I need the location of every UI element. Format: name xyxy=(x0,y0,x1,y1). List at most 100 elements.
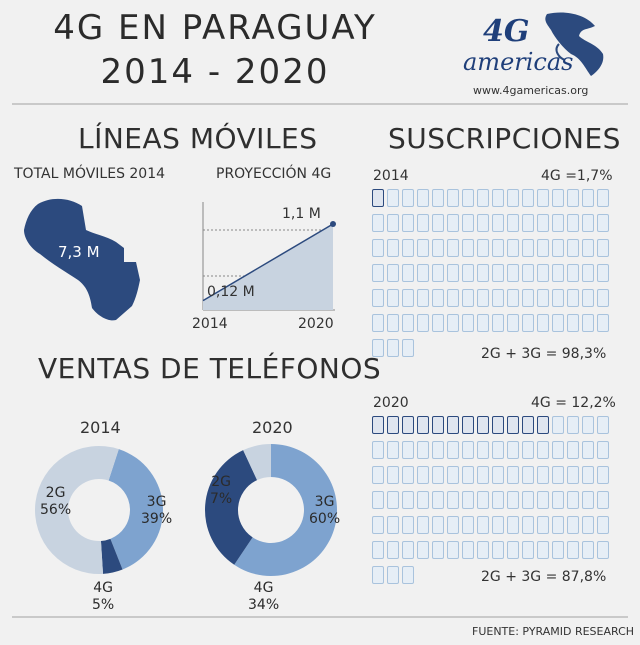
subs-2014-phone-icon xyxy=(372,214,384,232)
subs-2020-phone-icon xyxy=(507,516,519,534)
subs-2020-phone-icon xyxy=(597,441,609,459)
subs-2020-4g-label: 4G = 12,2% xyxy=(531,395,616,411)
subs-2014-phone-icon xyxy=(552,189,564,207)
subs-2014-phone-icon xyxy=(567,314,579,332)
subs-2014-phone-icon xyxy=(447,314,459,332)
subs-2020-phone-icon xyxy=(522,416,534,434)
subs-2014-phone-icon xyxy=(582,239,594,257)
subs-2014-phone-icon xyxy=(462,264,474,282)
subs-2020-phone-icon xyxy=(432,516,444,534)
donut-2014-year: 2014 xyxy=(80,418,121,437)
subs-2014-phone-icon xyxy=(387,214,399,232)
subs-2020-phone-icon xyxy=(552,516,564,534)
subs-2014-phone-icon xyxy=(417,239,429,257)
subs-2020-phone-icon xyxy=(522,441,534,459)
donut-2020-4g-label: 4G 34% xyxy=(248,580,280,613)
subs-2020-phone-icon xyxy=(582,516,594,534)
subs-2014-phone-icon xyxy=(537,289,549,307)
subs-2020-phone-icon xyxy=(402,441,414,459)
subs-2020-phone-icon xyxy=(477,441,489,459)
donut-2014-slice-2g xyxy=(35,446,119,574)
subs-2014-other-label: 2G + 3G = 98,3% xyxy=(481,346,607,362)
subs-2020-phone-icon xyxy=(537,441,549,459)
subs-2020-phone-icon xyxy=(522,541,534,559)
subs-2014-phone-icon xyxy=(387,239,399,257)
start-value-label: 0,12 M xyxy=(207,284,255,300)
donut-2014-slice-3g xyxy=(108,449,163,570)
subs-2020-phone-icon xyxy=(567,441,579,459)
total-moviles-value: 7,3 M xyxy=(58,243,100,261)
subs-2020-phone-icon xyxy=(582,441,594,459)
subs-2020-phone-icon xyxy=(462,491,474,509)
subs-2014-phone-icon xyxy=(372,189,384,207)
subs-2020-phone-icon xyxy=(417,491,429,509)
subs-2014-phone-icon xyxy=(417,314,429,332)
subs-2014-phone-icon xyxy=(492,189,504,207)
subs-2020-phone-icon xyxy=(372,541,384,559)
subs-2020-phone-icon xyxy=(597,491,609,509)
subs-2020-phone-icon xyxy=(387,566,399,584)
subs-2020-phone-icon xyxy=(402,416,414,434)
subs-2014-phone-icon xyxy=(597,239,609,257)
subs-2014-phone-icon xyxy=(462,189,474,207)
subs-2020-phone-icon xyxy=(537,491,549,509)
subs-2014-phone-icon xyxy=(597,314,609,332)
subs-2020-phone-icon xyxy=(567,466,579,484)
subs-2014-phone-icon xyxy=(552,314,564,332)
x-label-end: 2020 xyxy=(298,316,334,332)
subs-2014-phone-icon xyxy=(462,239,474,257)
projection-line xyxy=(202,223,334,302)
subs-2020-phone-icon xyxy=(372,466,384,484)
donut-2014-2g-label: 2G 56% xyxy=(40,485,72,518)
subs-2020-phone-icon xyxy=(582,541,594,559)
subs-2020-phone-icon xyxy=(387,416,399,434)
subs-2014-phone-icon xyxy=(582,189,594,207)
subs-2014-phone-icon xyxy=(447,239,459,257)
subs-2014-phone-icon xyxy=(567,189,579,207)
subs-2020-phone-icon xyxy=(582,491,594,509)
projection-area xyxy=(203,224,333,310)
subs-2020-phone-icon xyxy=(432,441,444,459)
header-divider xyxy=(12,103,628,105)
x-label-start: 2014 xyxy=(192,316,228,332)
subs-2020-phone-icon xyxy=(582,466,594,484)
donut-2014-4g-label: 4G 5% xyxy=(92,580,115,613)
subs-2020-phone-icon xyxy=(432,466,444,484)
subs-2014-phone-icon xyxy=(492,239,504,257)
subs-2014-phone-icon xyxy=(372,289,384,307)
subs-2014-phone-icon xyxy=(402,339,414,357)
subs-2014-phone-icon xyxy=(522,214,534,232)
subs-2020-phone-icon xyxy=(417,441,429,459)
subs-2020-phone-icon xyxy=(462,516,474,534)
subs-2020-phone-icon xyxy=(372,491,384,509)
subs-2014-phone-icon xyxy=(537,264,549,282)
subs-2014-phone-icon xyxy=(552,289,564,307)
subs-2020-phone-icon xyxy=(567,541,579,559)
subs-2014-phone-icon xyxy=(417,189,429,207)
total-moviles-label: TOTAL MÓVILES 2014 xyxy=(14,166,166,182)
subs-2020-phone-icon xyxy=(597,466,609,484)
subs-2020-phone-icon xyxy=(477,416,489,434)
subs-2020-phone-icon xyxy=(372,441,384,459)
subs-2014-phone-icon xyxy=(537,214,549,232)
subs-2014-phone-icon xyxy=(582,214,594,232)
donut-2014-3g-label: 3G 39% xyxy=(141,494,173,527)
subs-2020-phone-icon xyxy=(567,516,579,534)
subs-2014-phone-icon xyxy=(417,289,429,307)
subs-2014-phone-icon xyxy=(387,189,399,207)
subs-2020-phone-icon xyxy=(462,416,474,434)
subs-2014-phone-icon xyxy=(567,264,579,282)
subs-2020-phone-icon xyxy=(552,416,564,434)
website[interactable]: www.4gamericas.org xyxy=(473,84,589,97)
subs-2020-phone-icon xyxy=(462,541,474,559)
subs-2020-phone-icon xyxy=(402,541,414,559)
subs-2020-phone-icon xyxy=(492,541,504,559)
subs-2014-phone-icon xyxy=(477,289,489,307)
subs-2014-phone-icon xyxy=(447,214,459,232)
subs-2014-phone-icon xyxy=(597,189,609,207)
subs-2020-phone-icon xyxy=(387,466,399,484)
donut-2020 xyxy=(205,444,337,576)
subs-2014-phone-icon xyxy=(477,314,489,332)
subs-2014-4g-label: 4G =1,7% xyxy=(541,168,613,184)
subs-2014-phone-icon xyxy=(507,264,519,282)
